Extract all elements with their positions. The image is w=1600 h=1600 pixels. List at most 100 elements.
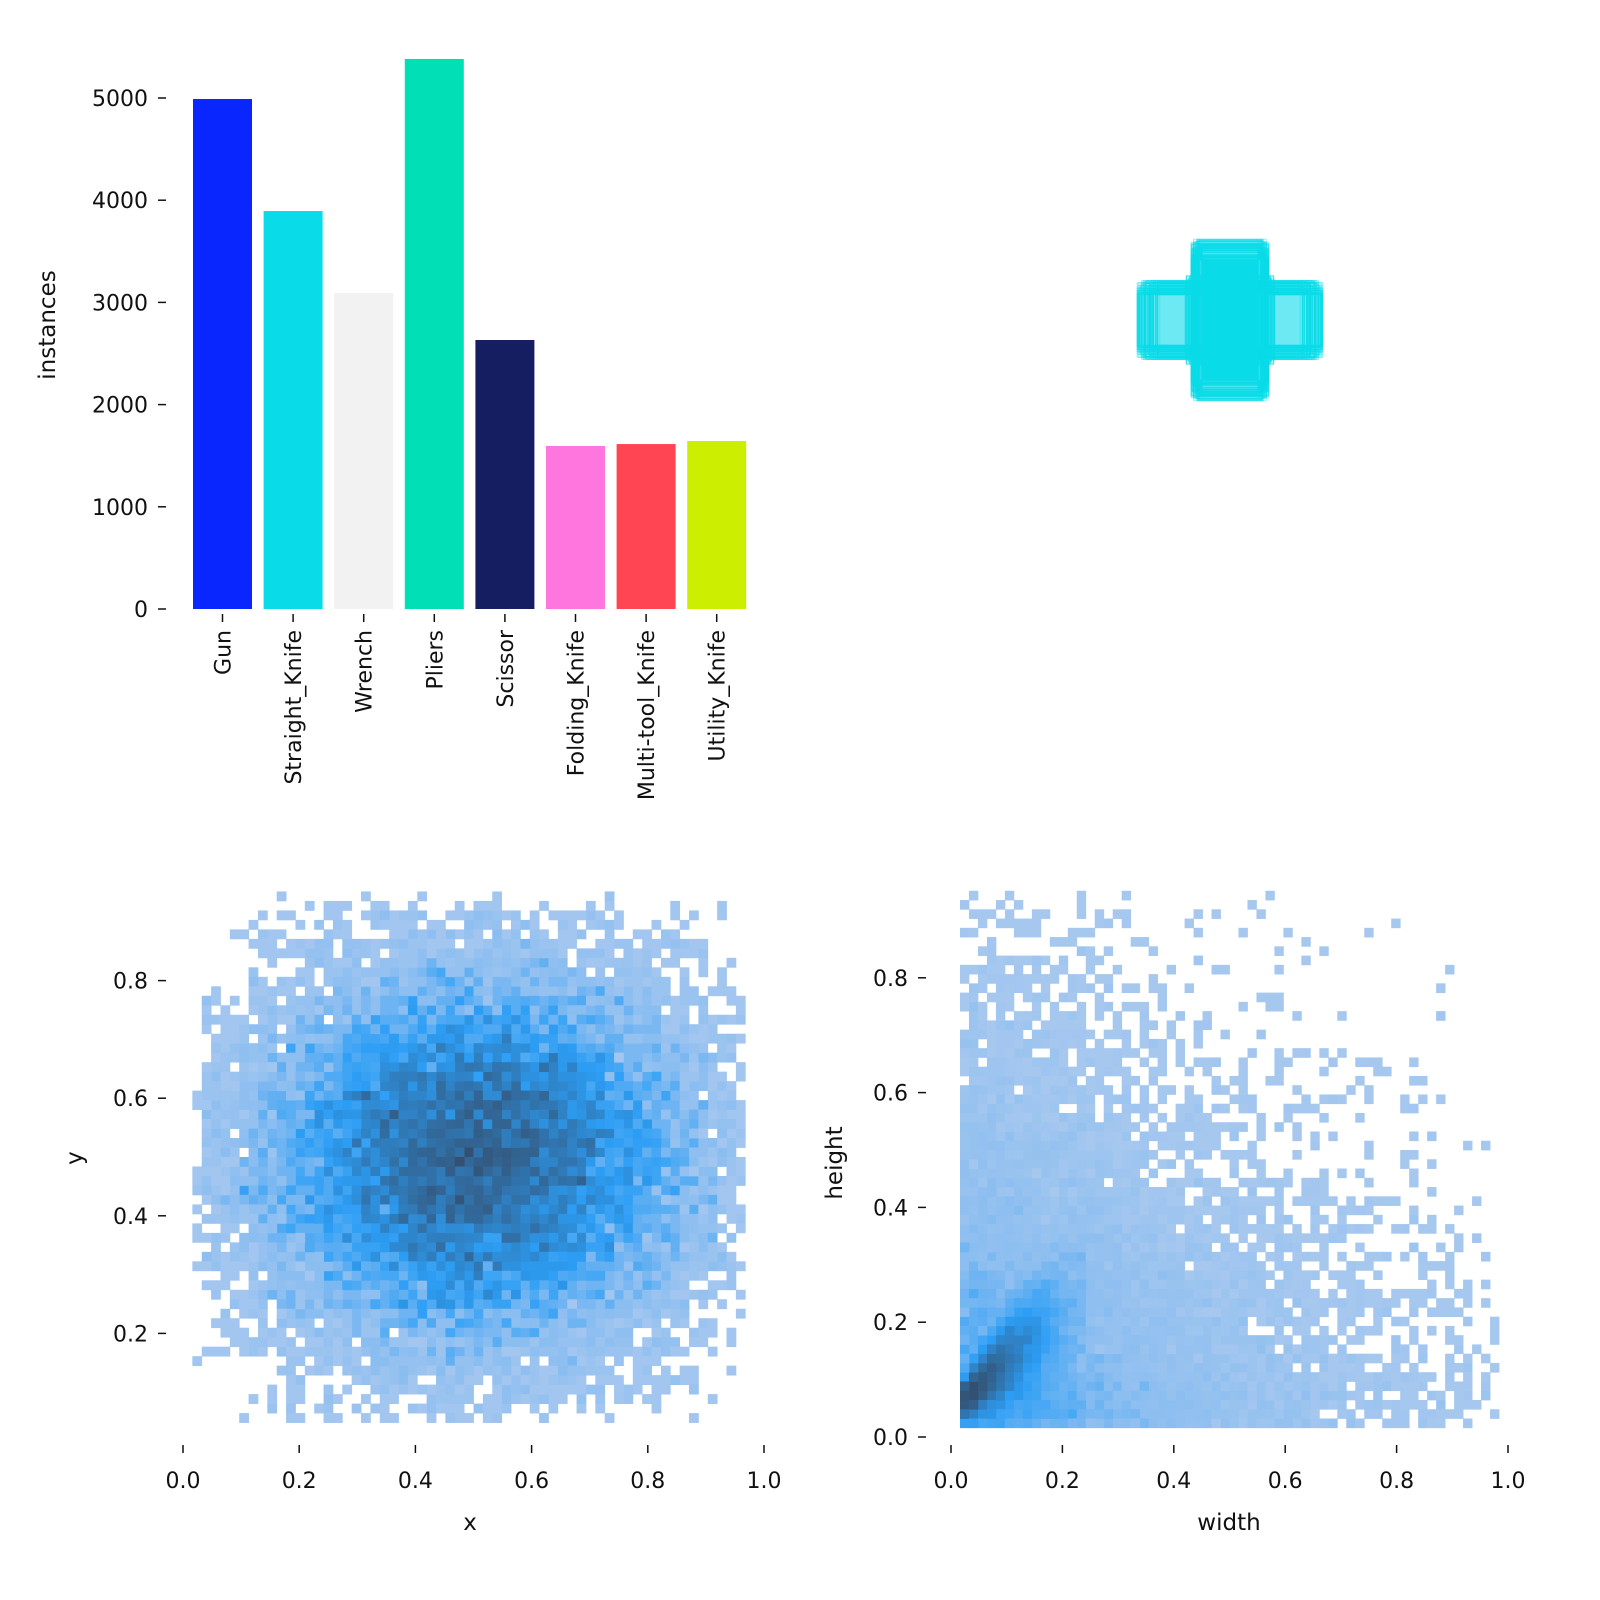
heatmap-cell: [1256, 1298, 1266, 1308]
heatmap-cell: [464, 1109, 474, 1120]
heatmap-cell: [1445, 1353, 1455, 1364]
heatmap-cell: [417, 1090, 428, 1101]
heatmap-cell: [651, 1394, 662, 1404]
heatmap-cell: [1391, 1381, 1401, 1392]
heatmap-cell: [1058, 1372, 1069, 1382]
heatmap-cell: [304, 995, 315, 1006]
heatmap-cell: [1445, 1251, 1455, 1262]
heatmap-cell: [1319, 1353, 1329, 1364]
heatmap-cell: [351, 1327, 362, 1338]
heatmap-cell: [342, 1043, 353, 1054]
heatmap-cell: [1040, 1140, 1051, 1151]
heatmap-cell: [1049, 1159, 1060, 1169]
heatmap-cell: [454, 1043, 465, 1054]
heatmap-cell: [389, 910, 399, 921]
heatmap-cell: [501, 1090, 512, 1101]
heatmap-cell: [614, 1024, 624, 1035]
heatmap-cell: [229, 1223, 240, 1234]
heatmap-cell: [1292, 1251, 1302, 1262]
heatmap-cell: [1193, 1214, 1203, 1225]
heatmap-cell: [201, 1005, 212, 1016]
heatmap-cell: [1256, 1131, 1266, 1142]
heatmap-cell: [651, 1356, 662, 1367]
heatmap-cell: [995, 1205, 1006, 1216]
heatmap-cell: [464, 1318, 474, 1329]
heatmap-cell: [482, 1289, 493, 1300]
heatmap-cell: [351, 1308, 362, 1319]
heatmap-cell: [1031, 1122, 1042, 1132]
heatmap-cell: [304, 1128, 315, 1139]
heatmap-cell: [1175, 1103, 1185, 1114]
heatmap-cell: [698, 1185, 709, 1196]
heatmap-cell: [417, 1299, 428, 1310]
heatmap-cell: [548, 1119, 559, 1129]
heatmap-cell: [370, 1147, 381, 1158]
heatmap-cell: [304, 1251, 315, 1262]
heatmap-cell: [286, 1157, 296, 1167]
heatmap-cell: [642, 1185, 652, 1196]
heatmap-cell: [1085, 1150, 1096, 1160]
heatmap-cell: [995, 1140, 1006, 1151]
heatmap-cell: [1139, 1261, 1150, 1271]
heatmap-cell: [642, 1299, 652, 1310]
heatmap-cell: [323, 1109, 334, 1120]
heatmap-cell: [539, 1175, 549, 1186]
heatmap-cell: [1067, 1020, 1078, 1031]
heatmap-cell: [977, 1409, 988, 1419]
heatmap-cell: [257, 1081, 268, 1092]
heatmap-cell: [1148, 1196, 1159, 1206]
heatmap-cell: [670, 1166, 681, 1177]
heatmap-cell: [1040, 1020, 1051, 1031]
heatmap-cell: [417, 1251, 428, 1262]
heatmap-cell: [698, 1052, 709, 1063]
heatmap-cell: [417, 938, 428, 949]
heatmap-cell: [679, 1289, 690, 1300]
heatmap-cell: [501, 1109, 512, 1120]
heatmap-cell: [557, 1337, 568, 1348]
heatmap-cell: [426, 1384, 437, 1395]
heatmap-cell: [623, 1261, 634, 1272]
heatmap-cell: [1031, 1159, 1042, 1169]
heatmap-cell: [445, 1014, 456, 1025]
heatmap-cell: [1103, 1233, 1114, 1243]
heatmap-cell: [585, 1043, 596, 1054]
heatmap-cell: [1058, 992, 1069, 1003]
heatmap-cell: [1076, 1057, 1087, 1068]
heatmap-cell: [1409, 1131, 1419, 1142]
heatmap-cell: [585, 1014, 596, 1025]
heatmap-cell: [660, 1223, 671, 1234]
heatmap-cell: [1013, 1011, 1024, 1021]
heatmap-cell: [623, 1251, 634, 1262]
ytick-label: 0.6: [873, 1082, 908, 1107]
heatmap-cell: [1022, 1251, 1033, 1262]
heatmap-cell: [239, 1185, 249, 1196]
heatmap-cell: [323, 1327, 334, 1338]
heatmap-cell: [1274, 1205, 1284, 1216]
heatmap-cell: [407, 1375, 418, 1386]
heatmap-cell: [1355, 1288, 1365, 1299]
heatmap-cell: [445, 1270, 456, 1281]
heatmap-cell: [529, 1394, 540, 1404]
heatmap-cell: [1013, 1307, 1024, 1318]
heatmap-cell: [370, 1242, 381, 1253]
heatmap-cell: [464, 1213, 474, 1224]
heatmap-cell: [1112, 1279, 1123, 1290]
heatmap-cell: [1274, 1316, 1284, 1327]
heatmap-cell: [473, 1100, 484, 1110]
heatmap-cell: [473, 948, 484, 959]
heatmap-cell: [454, 1242, 465, 1253]
heatmap-cell: [557, 1138, 568, 1148]
heatmap-cell: [529, 1175, 540, 1186]
heatmap-cell: [576, 1138, 587, 1148]
heatmap-cell: [1076, 1353, 1087, 1364]
heatmap-cell: [276, 1033, 287, 1044]
heatmap-cell: [1283, 1112, 1293, 1123]
heatmap-cell: [1148, 1399, 1159, 1410]
heatmap-cell: [726, 1128, 737, 1139]
heatmap-cell: [1031, 1177, 1042, 1188]
heatmap-cell: [220, 1138, 231, 1148]
heatmap-cell: [1121, 1399, 1132, 1410]
heatmap-cell: [1040, 1029, 1051, 1040]
heatmap-cell: [717, 1033, 727, 1044]
heatmap-cell: [1310, 1196, 1320, 1206]
